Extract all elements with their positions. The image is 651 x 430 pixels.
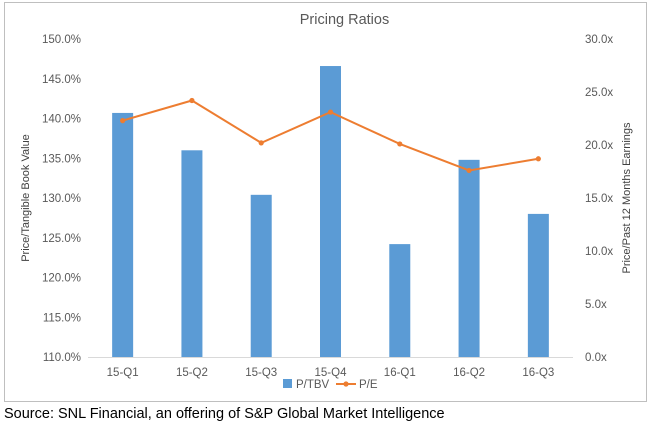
x-tick-label: 15-Q1 xyxy=(107,367,139,379)
y-left-tick-label: 120.0% xyxy=(42,273,81,285)
x-tick-label: 15-Q2 xyxy=(176,367,208,379)
bar-p-tbv xyxy=(181,150,203,357)
legend-marker-pe xyxy=(343,381,349,387)
y-right-axis-title: Price/Past 12 Months Earnings xyxy=(621,122,633,274)
x-tick-label: 16-Q1 xyxy=(384,367,416,379)
y-left-tick-label: 125.0% xyxy=(42,233,81,245)
y-right-tick-label: 20.0x xyxy=(585,140,613,152)
y-left-tick-label: 150.0% xyxy=(42,34,81,46)
chart-title: Pricing Ratios xyxy=(300,12,389,28)
x-tick-label: 16-Q2 xyxy=(453,367,485,379)
point-pe xyxy=(189,97,195,104)
y-left-tick-label: 130.0% xyxy=(42,193,81,205)
y-right-tick-label: 10.0x xyxy=(585,246,613,258)
y-left-tick-label: 135.0% xyxy=(42,153,81,165)
y-left-tick-label: 140.0% xyxy=(42,114,81,126)
x-tick-label: 15-Q4 xyxy=(315,367,348,379)
y-left-axis-title: Price/Tangible Book Value xyxy=(20,134,32,262)
point-pe xyxy=(535,156,541,162)
legend-label-pe: P/E xyxy=(359,379,378,391)
y-right-tick-label: 30.0x xyxy=(585,34,613,46)
bar-p-tbv xyxy=(112,112,134,357)
x-tick-label: 16-Q3 xyxy=(522,367,554,379)
y-right-tick-label: 5.0x xyxy=(585,299,607,311)
x-tick-label: 15-Q3 xyxy=(245,367,277,379)
y-right-tick-label: 25.0x xyxy=(585,87,613,99)
bar-p-tbv xyxy=(320,66,341,357)
source-note: Source: SNL Financial, an offering of S&… xyxy=(4,406,445,422)
y-right-tick-label: 15.0x xyxy=(585,193,613,205)
bar-p-tbv xyxy=(527,213,549,357)
legend-swatch-ptbv xyxy=(283,379,292,388)
point-pe xyxy=(466,167,472,174)
bar-p-tbv xyxy=(458,159,480,357)
point-pe xyxy=(327,109,334,115)
y-left-tick-label: 145.0% xyxy=(42,74,81,86)
legend-label-ptbv: P/TBV xyxy=(296,379,330,391)
bar-p-tbv xyxy=(389,244,411,357)
point-pe xyxy=(258,140,264,146)
y-left-tick-label: 115.0% xyxy=(43,312,81,324)
y-left-tick-label: 110.0% xyxy=(43,352,81,364)
bar-p-tbv xyxy=(250,194,272,357)
chart-area: Pricing Ratios 110.0% 115.0% 120.0% 125.0% 13… xyxy=(20,12,633,391)
point-pe xyxy=(397,141,403,147)
y-right-tick-label: 0.0x xyxy=(585,352,607,364)
point-pe xyxy=(120,118,126,124)
